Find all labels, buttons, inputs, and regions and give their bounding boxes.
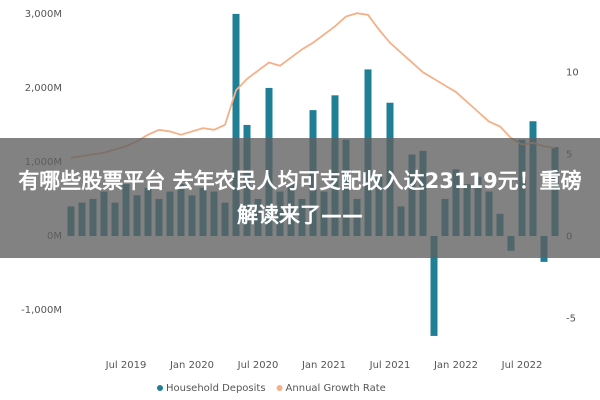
y2-tick-label: -5: [566, 314, 576, 325]
bar: [232, 13, 240, 236]
line: [70, 12, 556, 159]
bar: [430, 235, 438, 336]
y-tick-label: 3,000M: [25, 9, 62, 20]
banner: 有哪些股票平台 去年农民人均可支配收入达23119元！重磅解读来了——: [0, 138, 600, 258]
y2-tick-label: 10: [566, 67, 579, 78]
x-tick-label: Jul 2021: [369, 360, 411, 371]
legend-swatch: [276, 385, 283, 391]
legend-swatch: [157, 385, 163, 391]
y-tick-label: 2,000M: [25, 83, 62, 94]
x-tick-label: Jan 2022: [433, 360, 478, 371]
x-tick-label: Jul 2019: [105, 360, 147, 371]
x-tick-label: Jul 2022: [501, 360, 543, 371]
y-tick-label: -1,000M: [21, 305, 62, 316]
x-tick-label: Jan 2021: [301, 360, 346, 371]
x-tick-label: Jan 2020: [169, 360, 214, 371]
x-tick-label: Jul 2020: [237, 360, 279, 371]
headline: 有哪些股票平台 去年农民人均可支配收入达23119元！重磅解读来了——: [18, 169, 582, 227]
legend-label: Annual Growth Rate: [286, 383, 386, 394]
legend-label: Household Deposits: [166, 383, 266, 394]
